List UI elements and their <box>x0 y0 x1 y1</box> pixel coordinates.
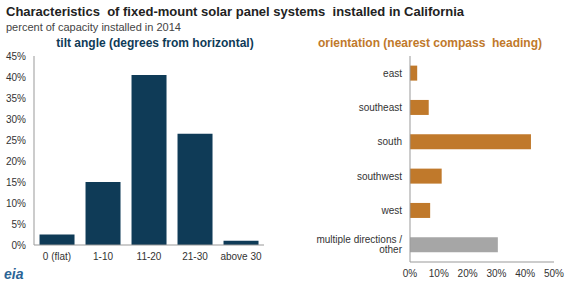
svg-text:11-20: 11-20 <box>137 251 162 262</box>
svg-text:10%: 10% <box>429 268 449 279</box>
svg-text:1-10: 1-10 <box>93 251 113 262</box>
svg-text:southeast: southeast <box>359 102 403 113</box>
html-text:tilt angle (degrees from horiz: tilt angle (degrees from horizontal) <box>56 36 254 50</box>
svg-text:30%: 30% <box>486 268 506 279</box>
svg-text:35%: 35% <box>8 93 26 104</box>
svg-text:45%: 45% <box>8 51 26 62</box>
svg-text:0%: 0% <box>403 268 418 279</box>
svg-text:40%: 40% <box>8 72 26 83</box>
svg-text:southwest: southwest <box>357 171 402 182</box>
svg-text:west: west <box>380 205 402 216</box>
svg-text:0%: 0% <box>12 240 27 251</box>
svg-text:50%: 50% <box>544 268 564 279</box>
html-text:Characteristics of fixed-mount: Characteristics of fixed-mount solar pan… <box>6 4 464 19</box>
svg-text:0 (flat): 0 (flat) <box>43 251 71 262</box>
svg-text:south: south <box>378 136 402 147</box>
svg-text:5%: 5% <box>12 219 27 230</box>
svg-text:25%: 25% <box>8 135 26 146</box>
svg-text:40%: 40% <box>515 268 535 279</box>
svg-text:above 30: above 30 <box>220 251 262 262</box>
svg-text:multiple directions /other: multiple directions /other <box>316 234 402 255</box>
svg-text:east: east <box>383 68 402 79</box>
html-text:eia: eia <box>4 266 24 282</box>
html-text:orientation (nearest compass h: orientation (nearest compass heading) <box>318 36 542 50</box>
svg-text:15%: 15% <box>8 177 26 188</box>
svg-text:20%: 20% <box>8 156 26 167</box>
html-text:percent of capacity installed: percent of capacity installed in 2014 <box>6 21 181 33</box>
svg-text:10%: 10% <box>8 198 26 209</box>
svg-text:30%: 30% <box>8 114 26 125</box>
svg-text:20%: 20% <box>458 268 478 279</box>
svg-text:21-30: 21-30 <box>182 251 208 262</box>
